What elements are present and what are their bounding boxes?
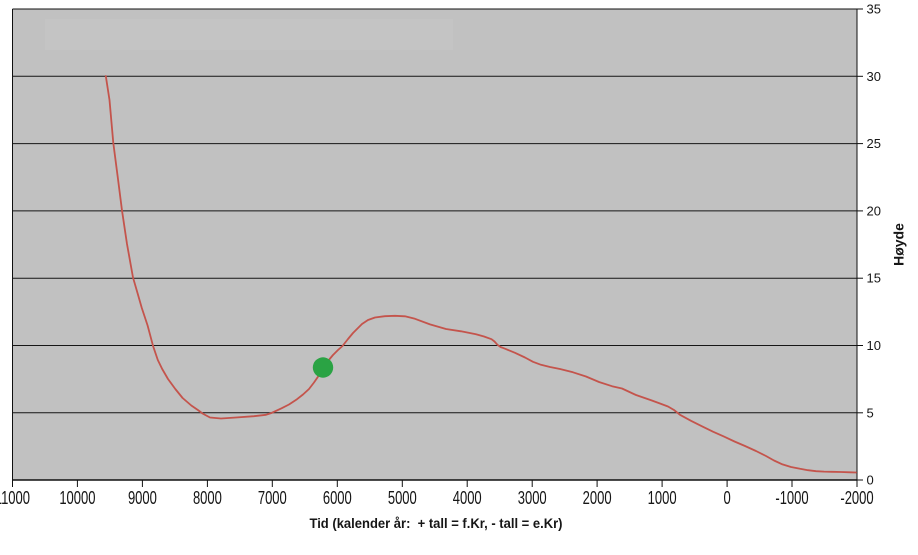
svg-text:35: 35 — [867, 2, 881, 17]
svg-text:10: 10 — [867, 338, 881, 353]
svg-text:Høyde: Høyde — [891, 223, 907, 266]
svg-text:-2000: -2000 — [840, 489, 873, 509]
svg-text:5: 5 — [867, 405, 874, 420]
svg-text:11000: 11000 — [0, 489, 30, 509]
svg-text:0: 0 — [723, 489, 730, 509]
svg-text:0: 0 — [867, 473, 874, 488]
svg-text:4000: 4000 — [453, 489, 482, 509]
svg-text:Tid (kalender år: + tall = f.: Tid (kalender år: + tall = f.Kr, - tall … — [309, 516, 562, 532]
svg-text:-1000: -1000 — [775, 489, 808, 509]
svg-text:15: 15 — [867, 271, 881, 286]
svg-text:9000: 9000 — [128, 489, 157, 509]
svg-text:2000: 2000 — [583, 489, 612, 509]
svg-text:20: 20 — [867, 203, 881, 218]
svg-text:30: 30 — [867, 69, 881, 84]
svg-text:3000: 3000 — [518, 489, 547, 509]
svg-text:25: 25 — [867, 136, 881, 151]
svg-text:6000: 6000 — [323, 489, 352, 509]
svg-text:7000: 7000 — [258, 489, 287, 509]
svg-text:10000: 10000 — [59, 489, 95, 509]
svg-text:1000: 1000 — [648, 489, 677, 509]
svg-text:8000: 8000 — [193, 489, 222, 509]
svg-text:5000: 5000 — [388, 489, 417, 509]
